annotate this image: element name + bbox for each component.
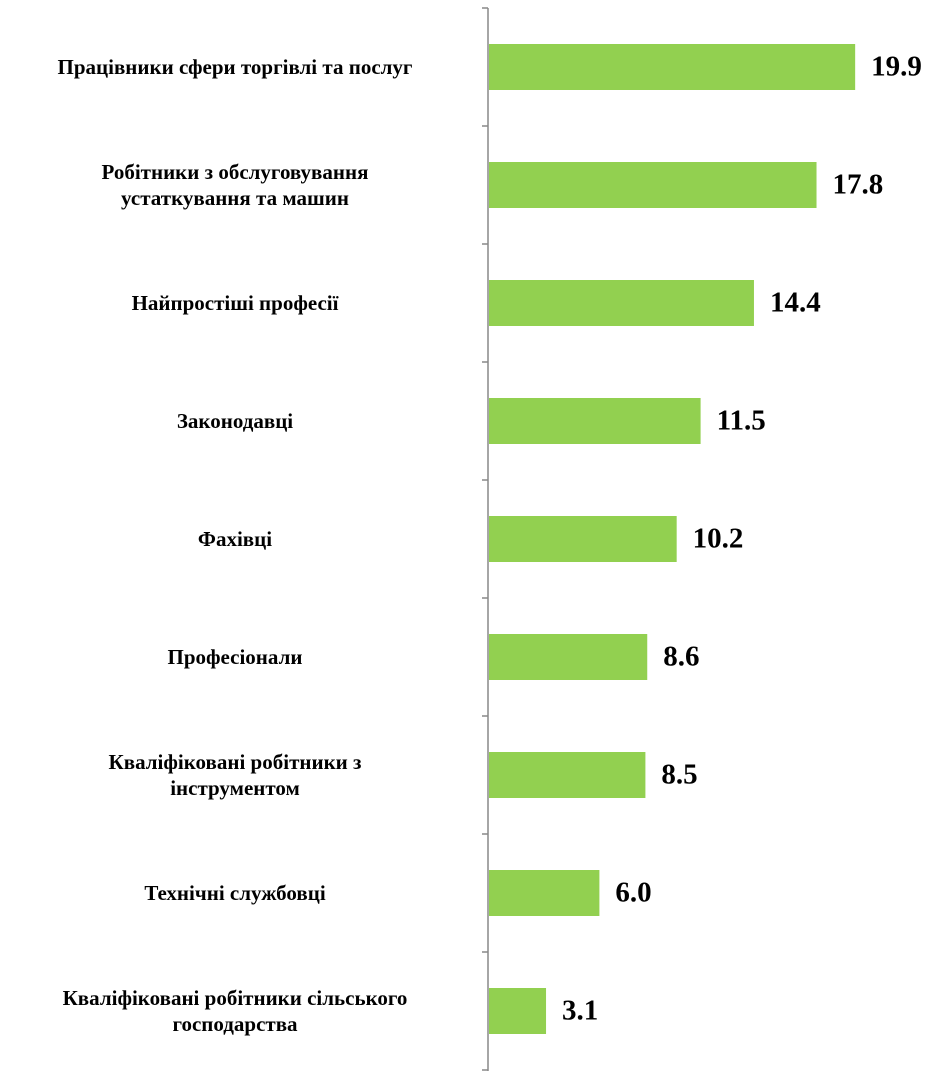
category-label: Працівники сфери торгівлі та послуг [57,55,413,79]
bar [489,516,677,562]
category-label: Фахівці [197,527,273,551]
value-label: 19.9 [871,51,922,83]
bar [489,752,646,798]
bar [489,988,547,1034]
bar [489,398,701,444]
bar [489,634,648,680]
category-label: Технічні службовці [144,881,326,905]
category-label: Робітники з обслуговування устаткування … [101,160,369,210]
value-label: 3.1 [562,995,598,1027]
value-label: 8.5 [661,759,697,791]
bar [489,870,600,916]
value-label: 8.6 [663,641,699,673]
value-label: 10.2 [693,523,744,555]
bar [489,280,754,326]
category-label: Кваліфіковані робітники з інструментом [108,750,362,800]
category-label: Найпростіші професії [131,291,339,315]
value-label: 11.5 [717,405,766,437]
value-label: 14.4 [770,287,821,319]
value-label: 17.8 [833,169,884,201]
category-label: Професіонали [167,645,303,669]
value-label: 6.0 [615,877,651,909]
category-label: Кваліфіковані робітники сільського госпо… [62,986,408,1036]
category-label: Законодавці [176,409,294,433]
bar [489,44,856,90]
bar [489,162,817,208]
